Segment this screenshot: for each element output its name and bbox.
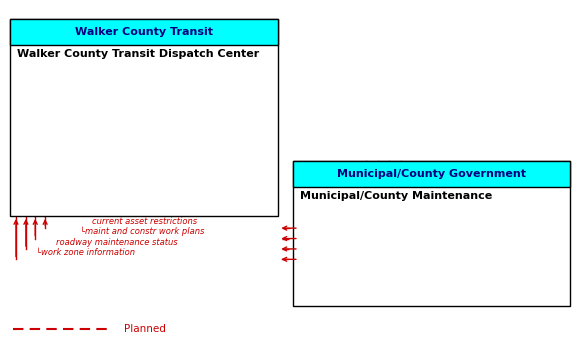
Bar bbox=[293, 161, 570, 187]
Bar bbox=[10, 19, 278, 216]
Text: current asset restrictions: current asset restrictions bbox=[92, 217, 197, 226]
Bar bbox=[10, 19, 278, 45]
Text: roadway maintenance status: roadway maintenance status bbox=[56, 238, 177, 247]
Text: Walker County Transit Dispatch Center: Walker County Transit Dispatch Center bbox=[17, 49, 260, 59]
Text: Municipal/County Government: Municipal/County Government bbox=[337, 169, 526, 179]
Text: Walker County Transit: Walker County Transit bbox=[75, 27, 213, 37]
Text: Municipal/County Maintenance: Municipal/County Maintenance bbox=[300, 191, 492, 201]
Text: Planned: Planned bbox=[124, 324, 166, 334]
Text: └maint and constr work plans: └maint and constr work plans bbox=[80, 227, 205, 237]
Text: └work zone information: └work zone information bbox=[36, 248, 135, 257]
Bar bbox=[293, 161, 570, 306]
